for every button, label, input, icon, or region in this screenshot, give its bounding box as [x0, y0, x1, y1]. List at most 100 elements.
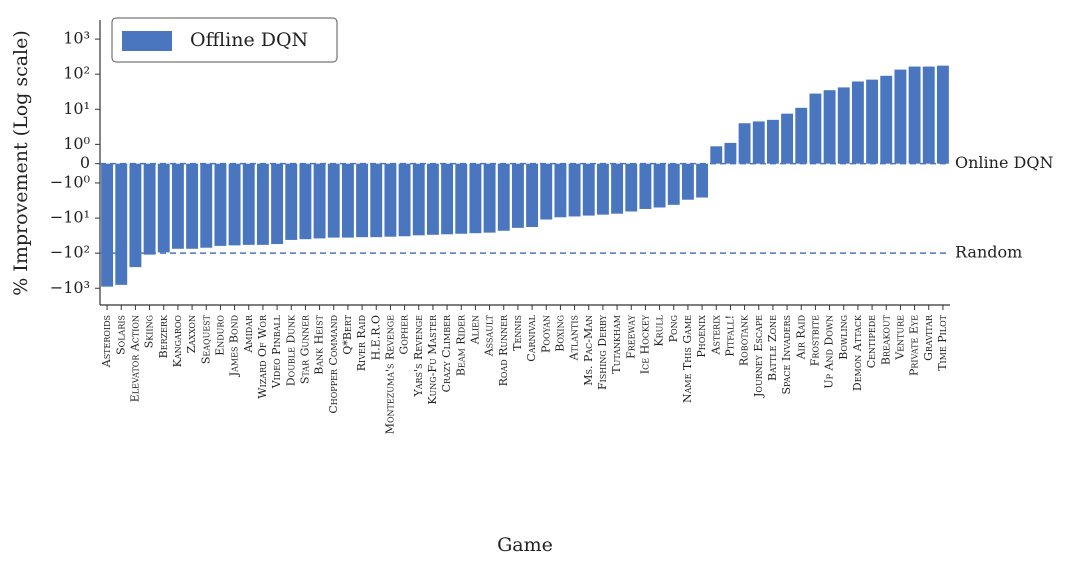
bar [908, 66, 921, 164]
bar [356, 163, 369, 238]
x-tick-label: Name This Game [681, 315, 694, 403]
x-tick-label: Carnival [525, 314, 538, 361]
x-tick-label: Asteroids [100, 315, 113, 368]
bar [611, 163, 624, 214]
x-tick-label: Q*Bert [341, 314, 354, 354]
x-tick-label: Centipede [865, 315, 878, 368]
x-tick-label: Star Gunner [298, 314, 311, 384]
x-tick-label: Gravitar [922, 314, 935, 361]
reference-label: Online DQN [955, 153, 1053, 172]
y-axis-label: % Improvement (Log scale) [10, 30, 32, 296]
x-tick-label: Wizard Of Wor [256, 314, 269, 399]
y-tick-label: −10¹ [50, 208, 90, 227]
x-axis-label: Game [497, 534, 553, 556]
x-tick-label: Krull [653, 314, 666, 346]
bar [483, 163, 496, 233]
bar [936, 65, 949, 164]
bar [766, 119, 779, 164]
x-tick-label: Seaquest [199, 314, 212, 364]
x-tick-label: Montezuma's Revenge [383, 315, 396, 434]
bar [228, 163, 241, 246]
bar [256, 163, 269, 245]
x-tick-label: Atlantis [568, 315, 581, 361]
x-tick-label: James Bond [228, 315, 241, 377]
x-tick-label: Demon Attack [851, 314, 864, 391]
x-tick-label: Gopher [398, 314, 411, 355]
x-tick-label: Elevator Action [128, 315, 141, 402]
x-tick-label: Freeway [624, 314, 637, 359]
x-tick-label: Pooyan [539, 315, 552, 353]
x-tick-label: Alien [468, 315, 481, 345]
bar [511, 163, 524, 228]
bar [724, 142, 737, 164]
x-tick-label: Robotank [738, 314, 751, 366]
y-tick-label: 10⁰ [63, 134, 90, 153]
x-tick-label: Kangaroo [171, 315, 184, 368]
bar [596, 163, 609, 215]
x-tick-label: Bank Heist [313, 314, 326, 374]
x-tick-label: Yars's Revenge [412, 315, 425, 398]
bar [171, 163, 184, 249]
bar [327, 163, 340, 238]
x-tick-label: Zaxxon [185, 315, 198, 353]
bar [568, 163, 581, 217]
bar [441, 163, 454, 235]
x-tick-label: Assault [483, 314, 496, 357]
bar [299, 163, 312, 240]
y-tick-label: −10² [50, 243, 90, 262]
bar [540, 163, 553, 220]
bar [313, 163, 326, 239]
x-tick-label: Bowling [837, 315, 850, 360]
x-tick-label: Road Runner [497, 314, 510, 386]
x-tick-label: Venture [893, 315, 906, 361]
bar [200, 163, 213, 248]
legend-swatch [122, 31, 172, 51]
x-tick-label: Private Eye [908, 315, 921, 376]
bar [738, 123, 751, 164]
x-tick-label: Chopper Command [327, 315, 340, 414]
bar [341, 163, 354, 238]
y-tick-label: 10³ [63, 29, 90, 48]
bar [710, 146, 723, 164]
x-tick-label: Phoenix [695, 315, 708, 358]
bar [653, 163, 666, 208]
bar [639, 163, 652, 209]
bar [880, 75, 893, 164]
bar [101, 163, 114, 287]
x-tick-label: Fishing Derby [596, 314, 609, 390]
y-tick-label: 0 [80, 153, 90, 172]
bar [554, 163, 567, 218]
x-tick-label: H.E.R.O [369, 315, 382, 360]
x-tick-label: Boxing [553, 315, 566, 352]
bar [370, 163, 383, 238]
x-tick-label: Pitfall! [723, 315, 736, 357]
bar [795, 107, 808, 164]
x-tick-label: Journey Escape [752, 315, 765, 398]
bar [582, 163, 595, 216]
bar [214, 163, 227, 246]
x-tick-label: Video Pinball [270, 314, 283, 389]
bar [696, 163, 709, 198]
bar [242, 163, 255, 245]
x-tick-label: Enduro [213, 315, 226, 356]
bar [837, 87, 850, 164]
bar [752, 121, 765, 164]
y-tick-label: 10² [63, 64, 90, 83]
bar [143, 163, 156, 255]
bar [625, 163, 638, 212]
x-tick-label: Pong [667, 315, 680, 342]
x-tick-label: Breakout [879, 314, 892, 365]
bar [497, 163, 510, 231]
reference-label: Random [955, 243, 1022, 262]
x-tick-label: Up And Down [823, 315, 836, 389]
bar [809, 93, 822, 164]
bar [157, 163, 170, 253]
bar [667, 163, 680, 205]
x-tick-label: Space Invaders [780, 315, 793, 395]
bar [398, 163, 411, 237]
bar [455, 163, 468, 234]
x-tick-label: Double Dunk [284, 314, 297, 386]
bar [469, 163, 482, 234]
